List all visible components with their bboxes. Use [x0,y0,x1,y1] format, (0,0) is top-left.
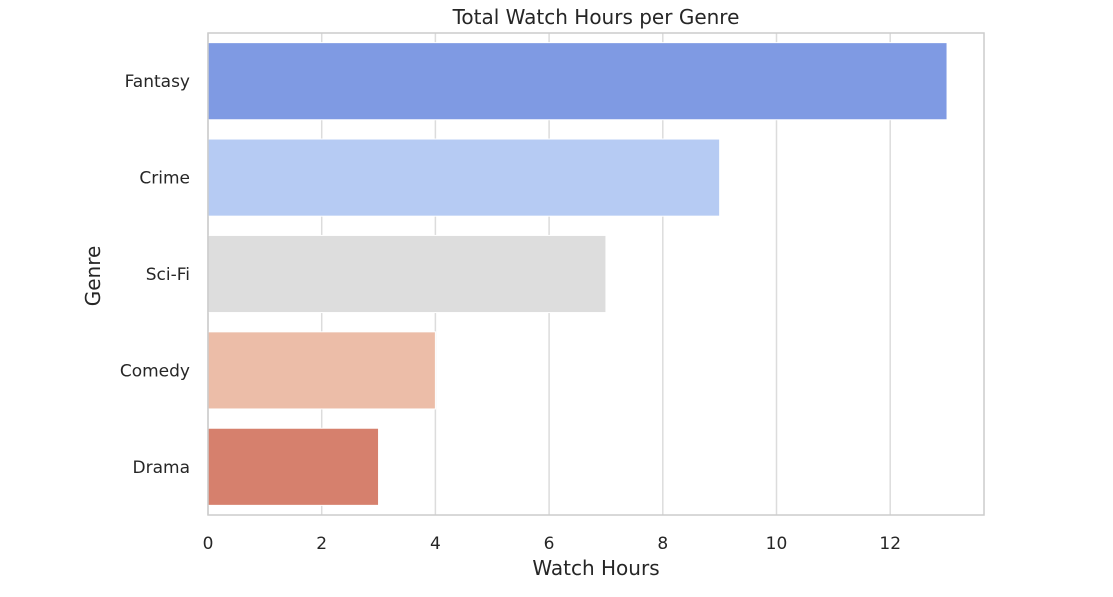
x-tick-label: 12 [879,534,901,554]
bar-crime [207,138,721,217]
bar-fantasy [207,42,948,121]
x-tick-label: 0 [203,534,214,554]
bar-drama [207,427,380,506]
y-tick-labels: Fantasy Crime Sci-Fi Comedy Drama [120,72,190,478]
plot-frame [207,32,985,516]
y-tick-label: Sci-Fi [146,265,190,285]
x-tick-labels: 0 2 4 6 8 10 12 [203,534,901,554]
bars [207,42,948,506]
bar-sci-fi [207,234,607,314]
x-tick-label: 10 [766,534,788,554]
bar-comedy [207,331,436,410]
x-axis-title: Watch Hours [532,556,659,580]
y-tick-label: Fantasy [125,72,190,92]
y-tick-label: Crime [139,169,190,189]
y-tick-label: Comedy [120,361,190,381]
x-tick-label: 6 [544,534,555,554]
y-axis-title: Genre [81,246,105,307]
x-tick-label: 8 [657,534,668,554]
y-tick-label: Drama [133,458,190,478]
chart-title: Total Watch Hours per Genre [452,5,740,29]
x-tick-label: 4 [430,534,441,554]
x-tick-label: 2 [316,534,327,554]
